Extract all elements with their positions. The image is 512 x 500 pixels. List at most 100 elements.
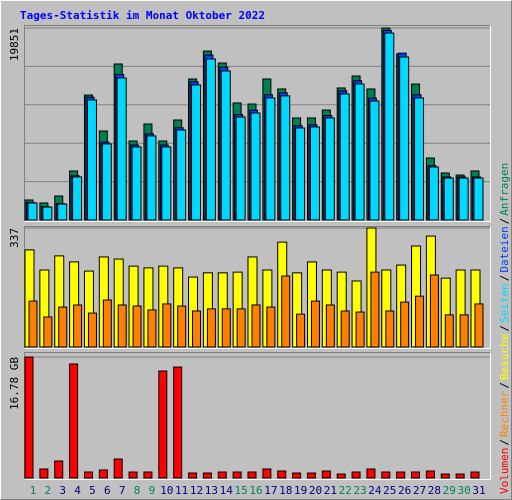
legend-entry: Seiten [498, 283, 511, 323]
x-tick-label: 23 [353, 484, 366, 497]
x-tick-label: 1 [30, 484, 37, 497]
legend-separator: / [498, 275, 511, 282]
x-tick-label: 2 [45, 484, 52, 497]
bar [355, 311, 365, 348]
legend-separator: / [498, 325, 511, 332]
bar [474, 303, 484, 348]
legend-entry: Besuche [498, 334, 511, 380]
bar [161, 146, 172, 221]
x-tick-label: 8 [134, 484, 141, 497]
bar [265, 97, 276, 221]
bar [202, 472, 212, 479]
bar [415, 295, 425, 348]
bar [73, 304, 83, 348]
bar [443, 177, 454, 221]
bar [325, 304, 335, 348]
bar [206, 308, 216, 348]
bar [400, 301, 410, 348]
bar [277, 470, 287, 479]
bar [236, 308, 246, 348]
bar [250, 112, 261, 221]
panel-border-light [24, 226, 491, 349]
x-tick-label: 17 [264, 484, 277, 497]
x-tick-label: 6 [104, 484, 111, 497]
bar [429, 274, 439, 348]
x-tick-label: 29 [443, 484, 456, 497]
bar [310, 300, 320, 348]
bar [143, 471, 153, 479]
bar [324, 117, 335, 221]
bar [28, 300, 38, 348]
y-tick-label: 337 [8, 228, 21, 248]
bar [72, 176, 83, 221]
bar [69, 363, 79, 479]
chart-title: Tages-Statistik im Monat Oktober 2022 [20, 9, 265, 22]
legend-entry: Rechner [498, 390, 511, 437]
bar [425, 470, 435, 479]
bar [411, 471, 421, 479]
bar [205, 58, 216, 221]
bar [262, 468, 272, 479]
x-tick-label: 25 [383, 484, 396, 497]
bar [399, 56, 410, 221]
x-tick-label: 3 [59, 484, 66, 497]
x-tick-label: 5 [89, 484, 96, 497]
bar [370, 271, 380, 348]
panel-border-dark [24, 25, 491, 222]
bar [43, 316, 53, 348]
bar [117, 304, 127, 348]
bar [83, 471, 93, 479]
bar [295, 127, 306, 221]
bar [39, 468, 49, 479]
x-tick-label: 26 [398, 484, 411, 497]
y-tick-label: 19851 [8, 28, 21, 61]
x-tick-label: 31 [472, 484, 485, 497]
bar [131, 146, 142, 221]
bar [24, 356, 34, 479]
bar [87, 312, 97, 348]
legend-separator: / [498, 382, 511, 389]
x-tick-label: 14 [220, 484, 234, 497]
x-tick-label: 24 [368, 484, 382, 497]
bar [173, 366, 183, 479]
bar [98, 469, 108, 479]
bar [251, 304, 261, 348]
bar [339, 93, 350, 221]
bar [221, 308, 231, 348]
bar [280, 95, 291, 221]
bar [247, 471, 257, 479]
bar [470, 471, 480, 479]
bar [428, 166, 439, 221]
panel-border-light [24, 25, 491, 222]
x-tick-label: 7 [119, 484, 126, 497]
bar [192, 310, 202, 348]
bar [158, 370, 168, 479]
bar [147, 309, 157, 348]
bar [336, 473, 346, 479]
bar [296, 313, 306, 348]
bar [232, 471, 242, 479]
bar [191, 84, 202, 221]
bar [57, 203, 68, 221]
bar [132, 305, 142, 348]
bar [473, 177, 484, 221]
bar [146, 135, 157, 221]
x-tick-label: 19 [294, 484, 307, 497]
x-tick-label: 11 [175, 484, 188, 497]
legend-entry: Dateien [498, 226, 511, 272]
x-tick-label: 16 [249, 484, 262, 497]
bar [444, 314, 454, 348]
x-tick-label: 9 [149, 484, 156, 497]
bar [281, 275, 291, 348]
bar [176, 129, 187, 221]
legend-separator: / [498, 439, 511, 446]
bar [266, 306, 276, 348]
x-tick-label: 10 [160, 484, 173, 497]
bar [440, 473, 450, 479]
bar [369, 100, 380, 221]
bar [101, 143, 112, 221]
bar [459, 314, 469, 348]
bar [384, 32, 395, 221]
x-tick-label: 21 [324, 484, 337, 497]
